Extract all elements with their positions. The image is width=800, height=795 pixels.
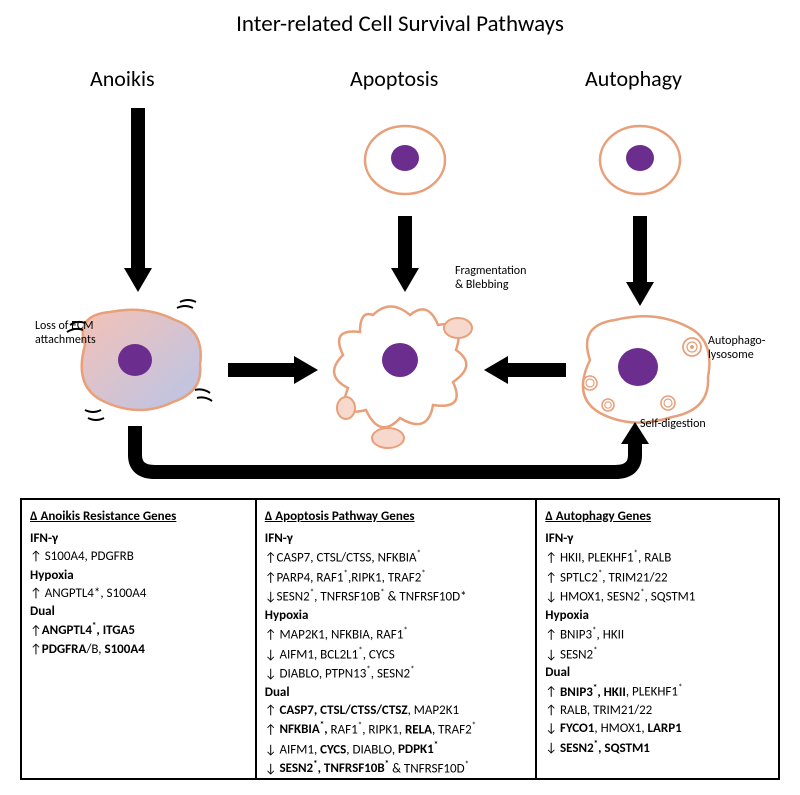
gene-col-title: Δ Apoptosis Pathway Genes <box>265 508 528 526</box>
gene-row: ↑PARP4, RAF1*,RIPK1, TRAF2* <box>265 568 528 588</box>
gene-row: ↑ NFKBIA*, RAF1*, RIPK1, RELA, TRAF2* <box>265 720 528 740</box>
label-ecm: Loss of ECMattachments <box>35 320 115 348</box>
header-autophagy: Autophagy <box>585 65 682 92</box>
gene-row: ↑ BNIP3*, HKII, PLEKHF1* <box>545 682 770 702</box>
gene-row: ↓ AIFM1, CYCS, DIABLO, PDPK1* <box>265 740 528 760</box>
gene-row: ↓ FYCO1, HMOX1, LARP1 <box>545 720 770 738</box>
gene-row: ↑ SPTLC2*, TRIM21/22 <box>545 568 770 588</box>
gene-row: ↑ HKII, PLEKHF1*, RALB <box>545 548 770 568</box>
cell-anoikis-detached <box>55 290 225 430</box>
header-apoptosis: Apoptosis <box>350 65 438 92</box>
gene-group-heading: Dual <box>265 684 528 702</box>
gene-row: ↑ANGPTL4*, ITGA5 <box>30 621 247 641</box>
gene-row: ↑ S100A4, PDGFRB <box>30 548 247 566</box>
label-autolyso: Autophago-lysosome <box>708 335 788 363</box>
gene-row: ↓ SESN2* <box>545 645 770 665</box>
gene-col-autophagy: Δ Autophagy Genes IFN-γ↑ HKII, PLEKHF1*,… <box>537 500 778 778</box>
gene-row: ↓ AIFM1, BCL2L1*, CYCS <box>265 645 528 665</box>
gene-group-heading: Hypoxia <box>265 607 528 625</box>
gene-group-heading: IFN-γ <box>30 530 247 548</box>
gene-group-heading: IFN-γ <box>265 530 528 548</box>
gene-col-apoptosis: Δ Apoptosis Pathway Genes IFN-γ↑CASP7, C… <box>257 500 538 778</box>
gene-row: ↓ HMOX1, SESN2*, SQSTM1 <box>545 587 770 607</box>
arrow-autophagy-down <box>620 210 660 310</box>
gene-col-title: Δ Anoikis Resistance Genes <box>30 508 247 526</box>
gene-row: ↓ SESN2*, TNFRSF10B* & TNFRSF10D* <box>265 759 528 779</box>
arrow-anoikis-to-apoptosis <box>222 350 322 390</box>
gene-group: IFN-γ↑ HKII, PLEKHF1*, RALB↑ SPTLC2*, TR… <box>545 530 770 758</box>
gene-group: IFN-γ↑ S100A4, PDGFRBHypoxia↑ ANGPTL4*, … <box>30 530 247 659</box>
gene-row: ↑ MAP2K1, NFKBIA, RAF1* <box>265 625 528 645</box>
gene-group: IFN-γ↑CASP7, CTSL/CTSS, NFKBIA*↑PARP4, R… <box>265 530 528 778</box>
header-anoikis: Anoikis <box>90 65 155 92</box>
gene-row: ↑PDGFRA/B, S100A4 <box>30 641 247 659</box>
arrow-apoptosis-down <box>385 210 425 295</box>
arrow-anoikis-to-autophagy <box>115 420 655 490</box>
gene-row: ↑ RALB, TRIM21/22 <box>545 702 770 720</box>
gene-row: ↓ DIABLO, PTPN13*, SESN2* <box>265 664 528 684</box>
gene-row: ↑ CASP7, CTSL/CTSS/CTSZ, MAP2K1 <box>265 702 528 720</box>
gene-col-anoikis: Δ Anoikis Resistance Genes IFN-γ↑ S100A4… <box>22 500 257 778</box>
gene-row: ↓ SESN2*, SQSTM1 <box>545 738 770 758</box>
gene-group-heading: Hypoxia <box>30 567 247 585</box>
gene-group-heading: Hypoxia <box>545 607 770 625</box>
gene-col-title: Δ Autophagy Genes <box>545 508 770 526</box>
cell-autophagy-initial <box>590 115 690 205</box>
gene-group-heading: IFN-γ <box>545 530 770 548</box>
gene-group-heading: Dual <box>545 664 770 682</box>
gene-row: ↑ BNIP3*, HKII <box>545 625 770 645</box>
gene-group-heading: Dual <box>30 603 247 621</box>
cell-apoptosis-initial <box>355 115 455 205</box>
cell-autophagy-lysosome <box>560 305 720 435</box>
gene-row: ↓SESN2*, TNFRSF10B* & TNFRSF10D* <box>265 587 528 607</box>
gene-row: ↑CASP7, CTSL/CTSS, NFKBIA* <box>265 548 528 568</box>
arrow-autophagy-to-apoptosis <box>480 350 572 390</box>
page-title: Inter-related Cell Survival Pathways <box>0 10 800 38</box>
label-frag: Fragmentation& Blebbing <box>455 265 555 293</box>
arrow-anoikis-down <box>118 100 158 295</box>
gene-table: Δ Anoikis Resistance Genes IFN-γ↑ S100A4… <box>20 498 780 780</box>
gene-row: ↑ ANGPTL4*, S100A4 <box>30 585 247 603</box>
